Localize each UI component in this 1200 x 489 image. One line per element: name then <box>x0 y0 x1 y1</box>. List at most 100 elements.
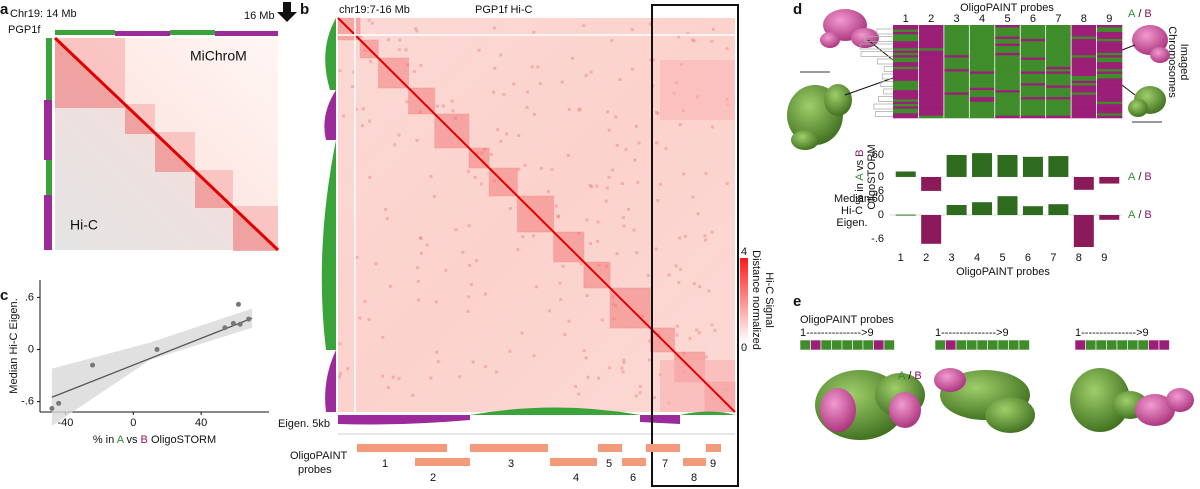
matrix-cell <box>1096 111 1123 114</box>
point <box>246 316 252 322</box>
matrix-cell <box>1071 62 1097 65</box>
matrix-cell <box>893 66 919 70</box>
bar <box>1048 156 1069 177</box>
matrix-cell <box>943 101 970 105</box>
matrix-cell <box>1045 31 1072 35</box>
probe <box>706 444 721 452</box>
point <box>154 346 160 352</box>
matrix-cell <box>969 45 996 49</box>
matrix-cell <box>918 36 945 40</box>
matrix-cell <box>1045 27 1072 30</box>
speckle <box>523 163 527 167</box>
y-tick-label: 0 <box>878 209 884 221</box>
probe-segment <box>945 339 957 351</box>
dendrogram <box>878 96 893 102</box>
matrix-cell <box>994 85 1021 89</box>
matrix-cell <box>943 113 970 116</box>
matrix-cell <box>918 83 945 86</box>
matrix-cell <box>1045 43 1072 47</box>
matrix-cell <box>918 25 945 28</box>
speckle <box>419 251 423 255</box>
speckle <box>624 147 628 151</box>
matrix-cell <box>943 87 970 91</box>
speckle <box>607 175 611 179</box>
block <box>660 60 735 120</box>
matrix-column-label: 7 <box>1055 13 1061 25</box>
matrix-cell <box>1020 57 1046 61</box>
matrix-cell <box>1071 34 1097 37</box>
matrix-cell <box>893 108 919 112</box>
matrix-cell <box>893 87 919 91</box>
matrix-cell <box>893 115 919 119</box>
matrix-cell <box>994 90 1021 93</box>
matrix-cell <box>943 90 970 93</box>
axis-label-part: vs <box>123 434 140 446</box>
speckle <box>505 132 509 136</box>
speckle <box>703 234 707 238</box>
probe-range: 1--------------->9 <box>935 327 1009 339</box>
matrix-cell <box>943 59 970 63</box>
matrix-cell <box>994 71 1021 75</box>
probe-label: 1 <box>382 458 388 470</box>
matrix-cell <box>1020 64 1046 68</box>
matrix-cell <box>969 76 996 79</box>
speckle <box>710 323 714 327</box>
matrix-cell <box>1096 78 1123 82</box>
matrix-cell <box>1071 45 1097 49</box>
matrix-cell <box>994 94 1021 98</box>
matrix-cell <box>1071 48 1097 51</box>
matrix-cell <box>1096 43 1123 47</box>
matrix-cell <box>893 38 919 42</box>
speckle <box>532 354 536 358</box>
bar <box>1099 215 1120 220</box>
probe-segment <box>1116 339 1128 351</box>
matrix-cell <box>1045 108 1072 112</box>
speckle <box>651 58 655 62</box>
probe-segment <box>841 339 853 351</box>
matrix-cell <box>1096 41 1123 44</box>
speckle <box>444 268 448 272</box>
matrix-cell <box>893 27 919 30</box>
ab-part: A <box>1128 209 1136 221</box>
matrix-cell <box>969 94 996 98</box>
matrix-cell <box>943 106 970 109</box>
matrix-cell <box>943 111 970 114</box>
matrix-cell <box>994 97 1021 100</box>
y-axis-label: Eigen. <box>836 217 867 229</box>
speckle <box>550 168 554 172</box>
probe <box>357 444 447 452</box>
region-end: 16 Mb <box>244 10 275 22</box>
speckle <box>530 65 534 69</box>
matrix-cell <box>969 90 996 93</box>
matrix-cell <box>1071 87 1097 91</box>
speckle <box>573 384 577 388</box>
matrix-cell <box>1020 76 1046 79</box>
y-tick-label: -60 <box>868 193 884 205</box>
eigen-tracks-b <box>321 18 735 425</box>
speckle <box>454 228 458 232</box>
matrix-column-label: 3 <box>954 13 960 25</box>
matrix-cell <box>943 31 970 35</box>
speckle <box>415 29 419 33</box>
speckle <box>688 336 692 340</box>
matrix-cell <box>893 71 919 75</box>
block <box>660 360 735 412</box>
x-tick-label: -40 <box>57 417 73 429</box>
matrix-cell <box>994 113 1021 116</box>
speckle <box>477 48 481 52</box>
matrix-cell <box>994 48 1021 51</box>
probe-segment <box>955 339 967 351</box>
bar <box>1022 156 1043 177</box>
matrix-cell <box>969 29 996 33</box>
matrix-cell <box>969 83 996 86</box>
matrix-cell <box>893 99 919 103</box>
matrix-column-label: 4 <box>979 13 985 25</box>
speckle <box>517 133 521 137</box>
speckle <box>419 236 423 240</box>
matrix-cell <box>1096 108 1123 112</box>
matrix-cell <box>1071 115 1097 119</box>
speckle <box>621 370 625 374</box>
speckle <box>566 154 570 158</box>
speckle <box>367 317 371 321</box>
matrix-cell <box>893 106 919 109</box>
